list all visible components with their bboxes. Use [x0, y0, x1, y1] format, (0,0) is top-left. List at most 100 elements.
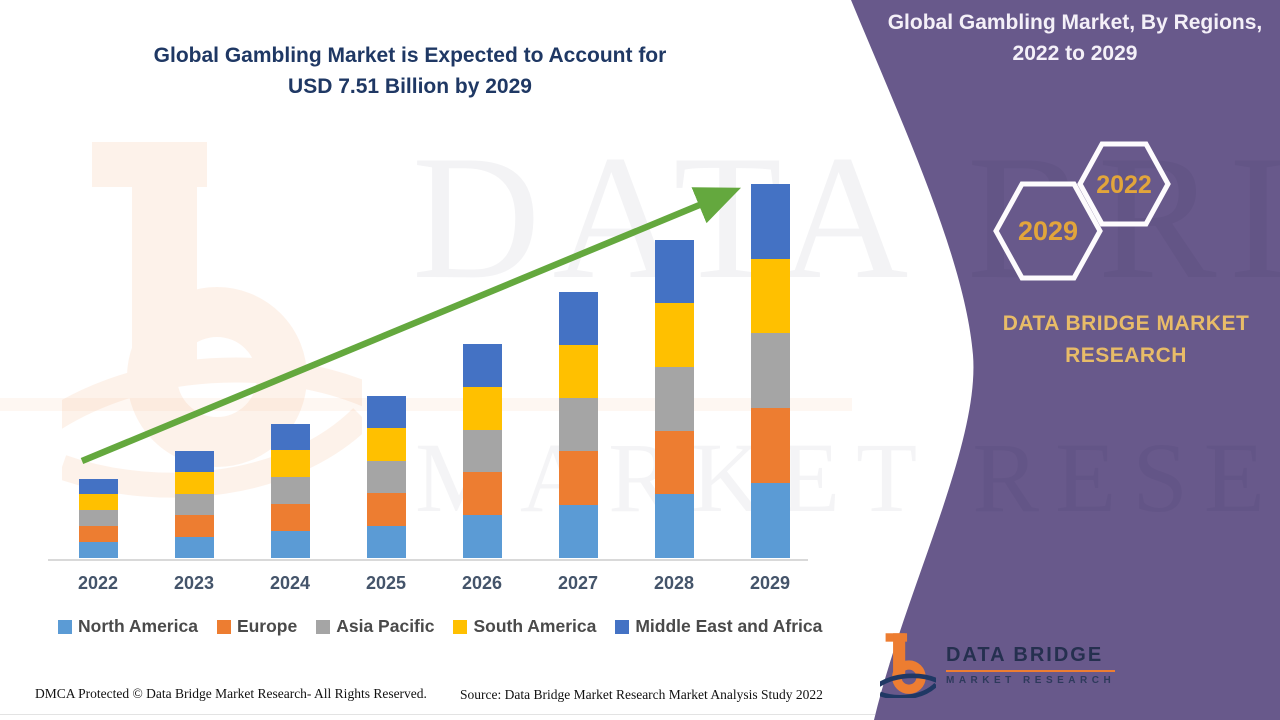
chart-title-line2: USD 7.51 Billion by 2029 [288, 75, 532, 98]
bar-segment [462, 429, 502, 473]
dbmr-logo-icon [880, 633, 936, 698]
x-axis-label-2025: 2025 [365, 573, 407, 593]
bar-segment [750, 333, 790, 409]
bar-segment [654, 303, 694, 367]
bar-segment [78, 494, 118, 511]
x-axis-label-2026: 2026 [461, 573, 503, 593]
x-axis-labels: 2022 2023 2024 2025 2026 2027 2028 2029 [50, 573, 820, 597]
x-axis-label-2024: 2024 [269, 573, 311, 593]
bar-segment [174, 451, 214, 473]
footer-source-text: Source: Data Bridge Market Research Mark… [460, 687, 823, 702]
bar-segment [366, 460, 406, 494]
bar-segment [270, 504, 310, 532]
bar-chart-plot-area [50, 0, 820, 558]
bar-slot-2023 [146, 451, 242, 558]
bar-segment [78, 542, 118, 558]
legend-label: Asia Pacific [336, 616, 435, 636]
legend-swatch-icon [58, 619, 72, 634]
bar-segment [174, 515, 214, 537]
bar-segment [366, 493, 406, 526]
bar-segment [462, 515, 502, 558]
bar-segment [270, 423, 310, 451]
legend-swatch-icon [216, 619, 231, 634]
side-panel-title: Global Gambling Market, By Regions, 2022… [880, 7, 1270, 69]
footer-dmca-text: DMCA Protected © Data Bridge Market Rese… [35, 686, 427, 701]
bar-segment [174, 493, 214, 516]
legend-swatch-icon [453, 619, 468, 634]
side-panel-title-line1: Global Gambling Market, By Regions, [887, 11, 1263, 34]
bar-segment [78, 526, 118, 543]
bar-segment [78, 478, 118, 495]
bar-segment [462, 386, 502, 430]
bar-segment [654, 366, 694, 431]
bar-segment [750, 483, 790, 558]
legend-label: South America [473, 616, 597, 636]
stacked-bar-2024 [270, 423, 310, 558]
stacked-bar-2027 [558, 291, 598, 558]
legend-item: Middle East and Africa [615, 616, 822, 637]
bar-segment [270, 531, 310, 558]
legend-label: Middle East and Africa [635, 616, 823, 636]
chart-title: Global Gambling Market is Expected to Ac… [110, 40, 710, 102]
bar-segment [366, 525, 406, 558]
stacked-bar-2028 [654, 239, 694, 558]
bottom-divider [0, 714, 875, 715]
bar-slot-2028 [626, 239, 722, 558]
legend-item: Asia Pacific [316, 616, 434, 637]
legend-item: Europe [216, 616, 298, 637]
bar-segment [558, 291, 598, 345]
bar-slot-2025 [338, 396, 434, 558]
x-axis-label-2027: 2027 [557, 573, 599, 593]
stacked-bar-2023 [174, 451, 214, 558]
dbmr-logo: DATA BRIDGE MARKET RESEARCH [880, 632, 1116, 698]
bar-segment [558, 451, 598, 505]
bar-slot-2026 [434, 344, 530, 558]
x-axis-label-2028: 2028 [653, 573, 695, 593]
hexagon-2022 [1077, 141, 1171, 227]
x-axis-label-2023: 2023 [173, 573, 215, 593]
stacked-bar-2029 [750, 184, 790, 558]
hexagon-2029-label: 2029 [1018, 216, 1078, 246]
legend-item: South America [453, 616, 596, 637]
legend-label: North America [78, 616, 198, 636]
bar-slot-2027 [530, 291, 626, 558]
bar-segment [654, 430, 694, 495]
stacked-bar-2025 [366, 396, 406, 558]
hexagon-2029 [993, 181, 1103, 281]
legend-swatch-icon [316, 619, 331, 634]
bar-segment [750, 408, 790, 484]
bar-segment [750, 184, 790, 259]
legend-label: Europe [236, 616, 298, 636]
side-panel-title-line2: 2022 to 2029 [1012, 42, 1138, 65]
bar-segment [78, 510, 118, 527]
x-axis-label-2029: 2029 [749, 573, 791, 593]
bar-segment [174, 472, 214, 494]
logo-wordmark: DATA BRIDGE [946, 644, 1116, 672]
x-axis-label-2022: 2022 [77, 573, 119, 593]
bar-segment [558, 504, 598, 558]
logo-tagline: MARKET RESEARCH [946, 675, 1116, 686]
x-axis-line [48, 559, 808, 561]
bar-segment [366, 428, 406, 461]
bar-segment [654, 239, 694, 304]
bar-slot-2022 [50, 478, 146, 558]
stacked-bar-2026 [462, 344, 502, 558]
bar-segment [270, 477, 310, 505]
bar-segment [750, 258, 790, 334]
chart-title-line1: Global Gambling Market is Expected to Ac… [153, 44, 667, 67]
bar-segment [462, 472, 502, 516]
legend-swatch-icon [615, 619, 630, 634]
bar-segment [270, 450, 310, 478]
stacked-bar-2022 [78, 478, 118, 558]
bar-segment [462, 344, 502, 387]
bar-segment [558, 398, 598, 452]
bar-segment [654, 494, 694, 558]
year-hexagons: 2022 2029 [993, 141, 1171, 281]
bar-segment [174, 536, 214, 558]
legend: North America Europe Asia Pacific South Ame… [58, 616, 822, 637]
brand-heading: DATA BRIDGE MARKET RESEARCH [1002, 312, 1250, 367]
legend-item: North America [58, 616, 198, 637]
hexagon-2022-label: 2022 [1096, 171, 1152, 199]
